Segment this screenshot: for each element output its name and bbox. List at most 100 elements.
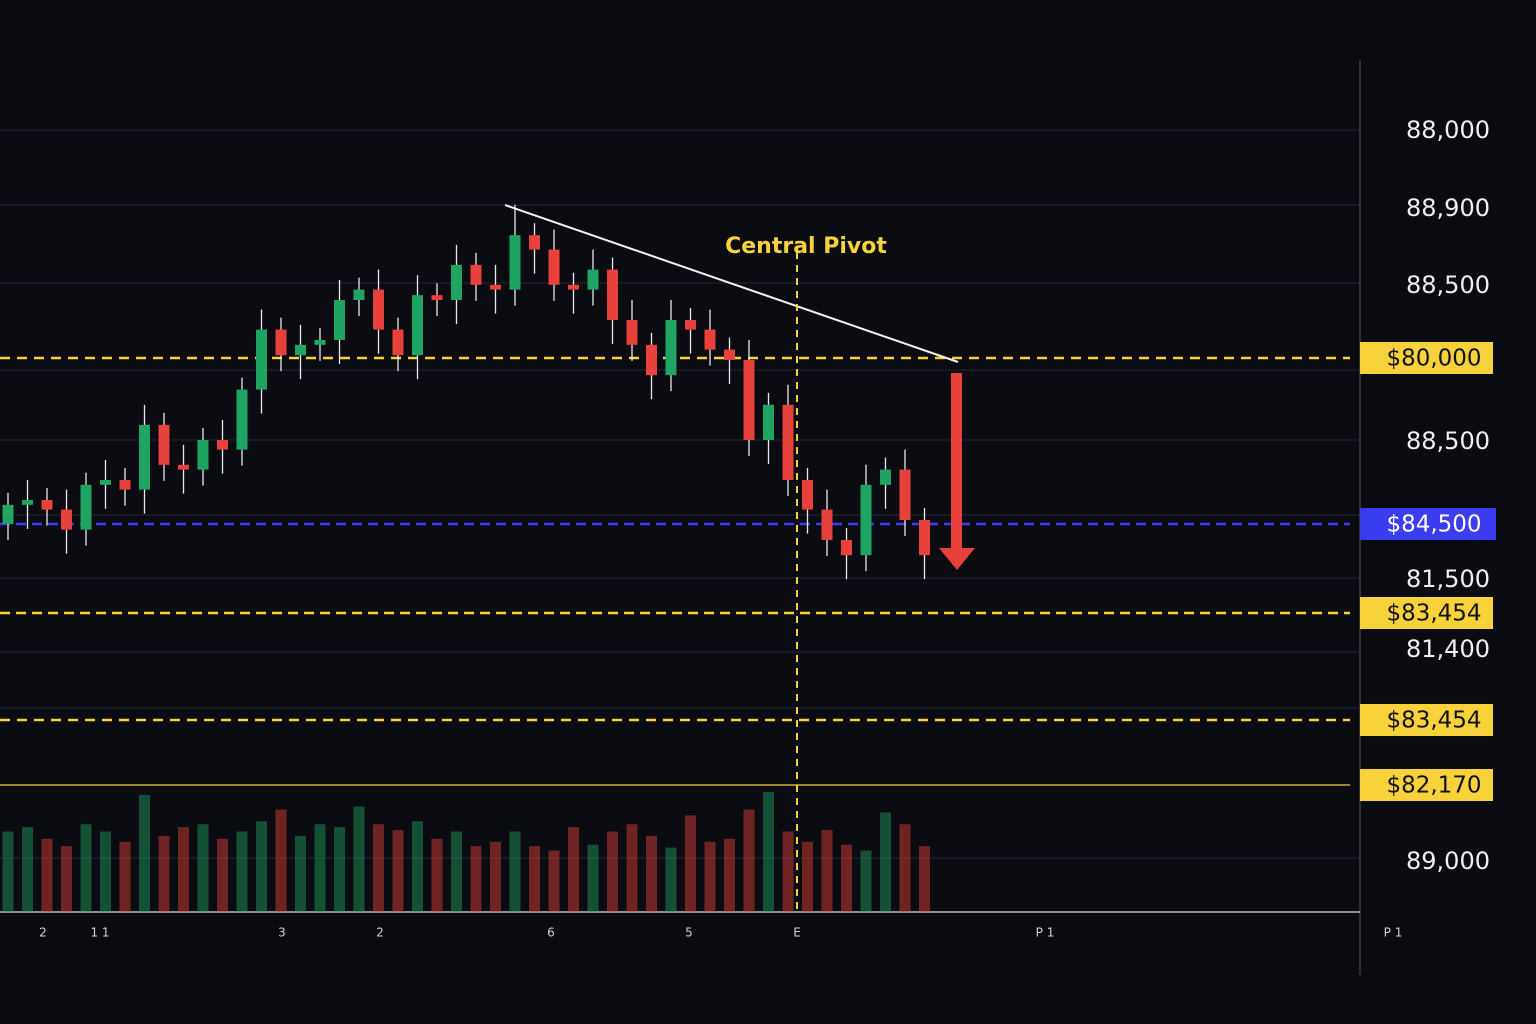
volume-bar [841, 844, 852, 912]
level-label: $82,170 [1386, 773, 1481, 799]
volume-bar [626, 824, 638, 912]
volume-bar [763, 792, 774, 912]
level-badge [1360, 508, 1496, 540]
level-label: $83,454 [1386, 708, 1481, 734]
volume-bar [100, 831, 111, 912]
candle-body [275, 329, 287, 356]
candle-body [704, 329, 716, 350]
candle-body [743, 360, 755, 440]
candle-body [236, 389, 248, 450]
candle-body [178, 464, 189, 470]
volume-bar [373, 824, 384, 912]
x-label: 5 [685, 926, 693, 940]
candle-body [314, 340, 326, 345]
volume-bar [646, 835, 657, 912]
volume-bar [665, 847, 677, 912]
x-label: 3 [278, 926, 286, 940]
level-label: $84,500 [1386, 512, 1481, 538]
volume-bar [607, 831, 618, 912]
x-label: P 1 [1384, 926, 1403, 940]
candles-layer [2, 204, 930, 580]
candle-body [451, 264, 462, 300]
volume-bar [860, 850, 872, 912]
arrow-head [939, 548, 975, 570]
level-label: $83,454 [1386, 601, 1481, 627]
candle-body [919, 520, 930, 556]
candle-body [646, 344, 657, 376]
candle-body [509, 235, 521, 290]
candle-body [860, 484, 872, 556]
volume-bar [61, 846, 72, 912]
volume-bar [470, 846, 482, 912]
candle-body [626, 320, 638, 345]
axis-labels: 88,000 88,900 88,500 88,500 81,500 81,400 89,0… [39, 116, 1490, 940]
volume-bar [685, 815, 696, 912]
candle-body [61, 509, 72, 530]
level-badge [1360, 704, 1493, 736]
volume-bar [139, 794, 150, 912]
volume-bar [782, 831, 794, 912]
candle-body [821, 509, 833, 540]
candle-body [139, 424, 150, 490]
volume-bar [178, 827, 189, 912]
level-label: $80,000 [1386, 346, 1481, 372]
candle-body [587, 269, 599, 290]
price-label: 88,500 [1406, 427, 1490, 455]
level-badge [1360, 769, 1493, 801]
volume-bar [314, 824, 326, 912]
x-label: 2 [376, 926, 384, 940]
candle-body [158, 424, 170, 465]
x-label: 6 [547, 926, 555, 940]
price-label: 88,900 [1406, 194, 1490, 222]
volume-bar [490, 841, 501, 912]
pivot-label: Central Pivot [725, 234, 887, 259]
price-label: 88,500 [1406, 271, 1490, 299]
price-label: 81,400 [1406, 635, 1490, 663]
volume-bar [392, 830, 404, 912]
x-label: E [793, 926, 801, 940]
volume-bar [22, 827, 33, 912]
level-badge [1360, 597, 1493, 629]
price-label: 89,000 [1406, 847, 1490, 875]
candle-body [607, 269, 618, 320]
volume-bar [197, 824, 209, 912]
candle-body [22, 500, 33, 505]
candle-body [119, 480, 131, 490]
candle-body [724, 349, 735, 360]
candle-body [334, 300, 345, 340]
volume-bar [568, 827, 579, 912]
levels-layer: $80,000 $84,500 $83,454 $83,454 $82,170 [0, 342, 1496, 801]
candle-body [197, 440, 209, 470]
volume-bar [724, 838, 735, 912]
volume-bar [80, 824, 92, 912]
candle-body [256, 329, 267, 390]
candle-body [529, 235, 540, 250]
candle-body [295, 344, 306, 356]
arrow-shaft [951, 373, 962, 548]
x-label: 1 1 [90, 926, 109, 940]
candle-body [490, 284, 501, 290]
volume-bar [509, 831, 521, 912]
volume-bar [451, 831, 462, 912]
volume-bar [412, 821, 423, 912]
down-arrow [939, 373, 975, 570]
volume-bar [802, 841, 813, 912]
volume-bar [41, 838, 53, 912]
volume-bar [295, 835, 306, 912]
volume-bar [256, 821, 267, 912]
price-label: 81,500 [1406, 565, 1490, 593]
x-label: 2 [39, 926, 47, 940]
volume-bar [158, 835, 170, 912]
candle-body [685, 320, 696, 330]
candle-body [373, 289, 384, 330]
volume-bar [821, 830, 833, 912]
volume-bar [899, 824, 911, 912]
candle-body [2, 504, 14, 524]
x-label: P 1 [1036, 926, 1055, 940]
candle-body [880, 469, 891, 485]
volume-layer [2, 792, 930, 912]
volume-bar [2, 831, 14, 912]
